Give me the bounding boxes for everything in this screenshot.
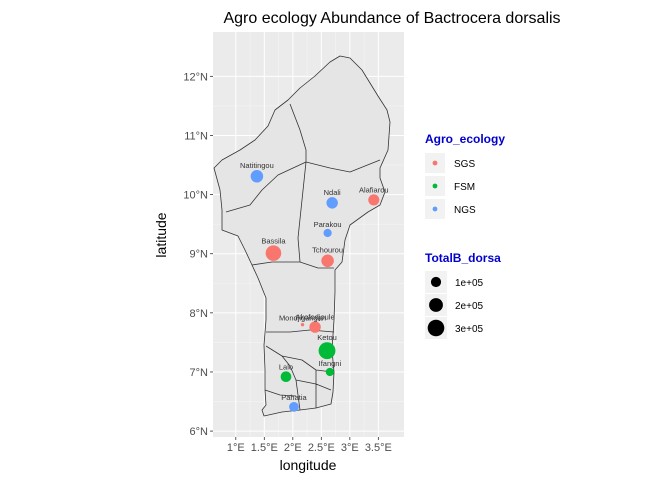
site-point: [289, 401, 299, 412]
site-point: [318, 342, 336, 360]
y-tick-label: 10°N: [183, 190, 208, 202]
site-point: [300, 322, 305, 327]
legend-size-label: 2e+05: [455, 301, 484, 312]
site-point: [280, 371, 292, 383]
x-axis-title: longitude: [280, 457, 337, 473]
site-label: Tchourou: [312, 246, 343, 255]
site-label: Alafiarou: [359, 185, 389, 194]
benin-map: [213, 55, 391, 417]
legend-color-swatch: [432, 183, 438, 189]
site-point: [250, 169, 264, 183]
legend-color-label: FSM: [454, 182, 475, 193]
x-tick-label: 2°E: [284, 442, 302, 454]
site-points: [250, 169, 380, 412]
site-label: Pahatia: [281, 393, 307, 402]
site-point: [321, 254, 334, 268]
site-point: [323, 228, 332, 238]
y-tick-label: 11°N: [184, 130, 208, 142]
legend-size-label: 1e+05: [455, 278, 484, 289]
site-label: Ifangni: [319, 359, 342, 368]
legend-size-swatch: [430, 276, 442, 288]
size-legend-items: 1e+05 2e+05 3e+05: [425, 271, 484, 339]
site-point: [326, 197, 338, 209]
size-legend: TotalB_dorsa 1e+05 2e+05 3e+05: [425, 251, 501, 339]
site-label: Parakou: [314, 220, 342, 229]
site-label: Ketou: [317, 333, 337, 342]
site-point: [368, 194, 380, 206]
y-axis-title: latitude: [153, 212, 169, 257]
site-label: Ndali: [324, 188, 341, 197]
chart-title: Agro ecology Abundance of Bactrocera dor…: [223, 10, 560, 27]
site-label: Mondjigangan: [279, 314, 326, 323]
x-tick-label: 3.5°E: [365, 442, 392, 454]
x-tick-label: 2.5°E: [308, 442, 335, 454]
site-point: [325, 367, 334, 377]
x-tick-label: 1°E: [227, 442, 245, 454]
x-tick-label: 3°E: [341, 442, 359, 454]
legend-color-label: NGS: [454, 205, 476, 216]
site-point: [309, 321, 321, 333]
legend-size-swatch: [427, 319, 445, 337]
y-tick-label: 12°N: [183, 71, 208, 83]
color-legend-items: SGS FSM NGS: [425, 153, 476, 219]
site-labels: Natitingou Ndali Alafiarou Parakou Bassila Tc…: [240, 161, 389, 402]
size-legend-title: TotalB_dorsa: [425, 251, 501, 265]
color-legend-title: Agro_ecology: [425, 132, 505, 146]
department-borders: [225, 103, 381, 411]
country-outline: [213, 55, 391, 417]
site-point: [265, 245, 282, 261]
y-tick-label: 9°N: [190, 249, 209, 261]
site-label: Natitingou: [240, 161, 274, 170]
legend-color-swatch: [432, 160, 438, 166]
legend-color-swatch: [432, 206, 438, 212]
y-tick-label: 6°N: [190, 426, 209, 438]
y-tick-label: 8°N: [190, 308, 209, 320]
site-label: Bassila: [261, 236, 286, 245]
color-legend: Agro_ecology SGS FSM NGS: [425, 132, 505, 219]
site-label: Akofodjoule: [295, 312, 334, 321]
y-tick-label: 7°N: [190, 367, 209, 379]
x-axis-ticks: 1°E 1.5°E 2°E 2.5°E 3°E 3.5°E: [227, 437, 392, 454]
site-label: Lalo: [279, 362, 293, 371]
legend-size-label: 3e+05: [455, 324, 484, 335]
legend-size-swatch: [429, 298, 443, 312]
legend-color-label: SGS: [454, 159, 475, 170]
x-tick-label: 1.5°E: [251, 442, 278, 454]
y-axis-ticks: 6°N 7°N 8°N 9°N 10°N 11°N 12°N: [183, 71, 213, 438]
